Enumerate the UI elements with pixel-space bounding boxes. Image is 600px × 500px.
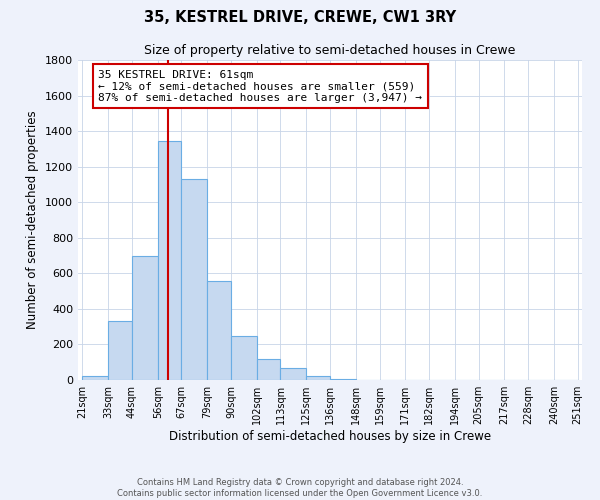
Bar [158,141,181,380]
Bar [330,379,356,380]
Text: 35, KESTREL DRIVE, CREWE, CW1 3RY: 35, KESTREL DRIVE, CREWE, CW1 3RY [144,10,456,25]
X-axis label: Distribution of semi-detached houses by size in Crewe: Distribution of semi-detached houses by … [169,430,491,443]
Bar [307,376,330,380]
Y-axis label: Number of semi-detached properties: Number of semi-detached properties [26,110,40,330]
Bar [82,376,108,380]
Bar [280,368,307,380]
Bar [257,358,280,380]
Bar [132,256,158,380]
Bar [108,322,132,380]
Bar [181,179,207,380]
Text: 35 KESTREL DRIVE: 61sqm
← 12% of semi-detached houses are smaller (559)
87% of s: 35 KESTREL DRIVE: 61sqm ← 12% of semi-de… [98,70,422,103]
Title: Size of property relative to semi-detached houses in Crewe: Size of property relative to semi-detach… [145,44,515,58]
Bar [231,336,257,380]
Text: Contains HM Land Registry data © Crown copyright and database right 2024.
Contai: Contains HM Land Registry data © Crown c… [118,478,482,498]
Bar [207,282,231,380]
